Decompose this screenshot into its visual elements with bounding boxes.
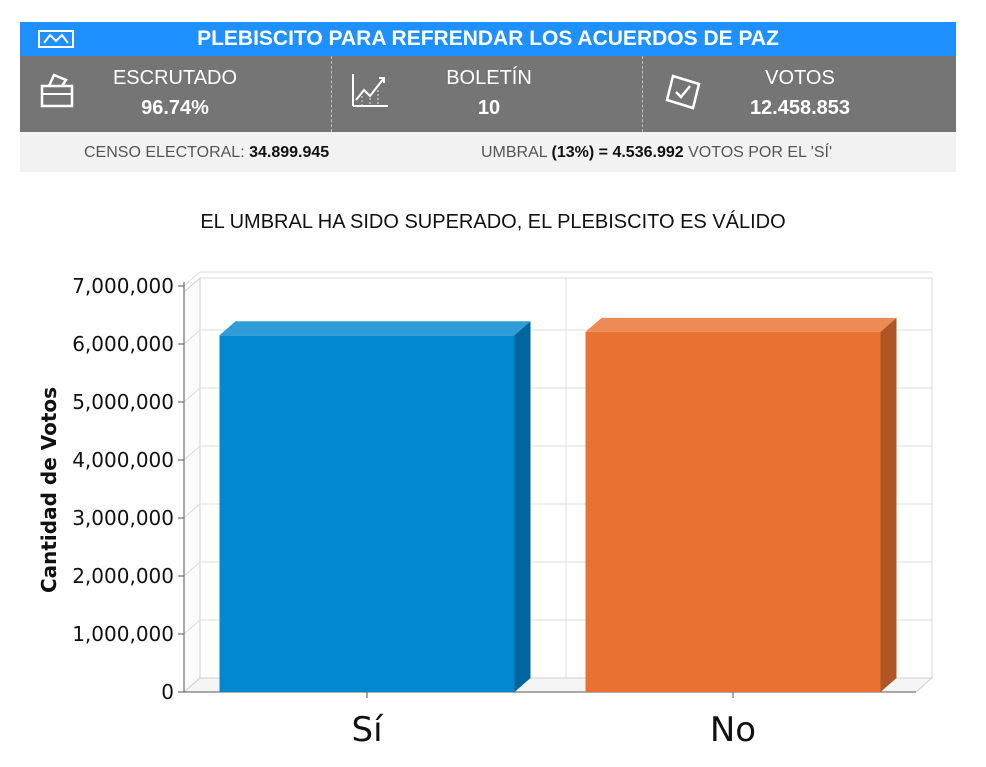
result-message: EL UMBRAL HA SIDO SUPERADO, EL PLEBISCIT… bbox=[200, 211, 786, 233]
bar-side bbox=[880, 317, 897, 692]
bar-top bbox=[585, 317, 897, 332]
stat-label: VOTOS bbox=[765, 67, 835, 89]
y-tick-label: 1,000,000 bbox=[72, 622, 174, 646]
umbral-suffix: VOTOS POR EL 'SÍ' bbox=[688, 144, 833, 161]
plot-side-wall bbox=[183, 276, 201, 694]
line-chart-icon bbox=[352, 74, 388, 107]
gridline-depth bbox=[183, 387, 201, 403]
bar-front bbox=[219, 335, 515, 692]
censo-electoral: CENSO ELECTORAL: 34.899.945 bbox=[84, 132, 329, 174]
umbral: UMBRAL (13%) = 4.536.992 VOTOS POR EL 'S… bbox=[481, 132, 832, 174]
ballot-box-icon bbox=[40, 73, 74, 108]
ballot-check-icon bbox=[665, 74, 701, 110]
gridline-depth bbox=[183, 503, 201, 519]
censo-value: 34.899.945 bbox=[249, 144, 330, 161]
header-bar: PLEBISCITO PARA REFRENDAR LOS ACUERDOS D… bbox=[20, 22, 956, 56]
stat-label: ESCRUTADO bbox=[112, 67, 238, 89]
bar-si bbox=[219, 321, 531, 692]
bar-no bbox=[585, 317, 897, 692]
page-title: PLEBISCITO PARA REFRENDAR LOS ACUERDOS D… bbox=[197, 27, 779, 50]
gridline-depth bbox=[183, 329, 201, 345]
y-tick-label: 0 bbox=[161, 680, 174, 704]
x-tick-label: Sí bbox=[351, 710, 384, 750]
umbral-label: UMBRAL bbox=[481, 144, 548, 161]
stat-escrutado: ESCRUTADO 96.74% bbox=[20, 56, 331, 132]
y-tick-label: 2,000,000 bbox=[72, 564, 174, 588]
y-tick-label: 7,000,000 bbox=[72, 274, 174, 298]
gridline-depth bbox=[183, 561, 201, 577]
stat-value: 10 bbox=[477, 97, 501, 119]
bar-side bbox=[514, 321, 531, 692]
y-tick-label: 4,000,000 bbox=[72, 448, 174, 472]
bar-front bbox=[585, 331, 881, 692]
stat-votos: VOTOS 12.458.853 bbox=[642, 56, 957, 132]
umbral-value: (13%) = 4.536.992 bbox=[551, 144, 684, 161]
stats-bar: ESCRUTADO 96.74% BOLETÍN 10 VOTOS 12.458… bbox=[20, 56, 956, 132]
x-tick-label: No bbox=[710, 710, 756, 750]
stat-value: 12.458.853 bbox=[749, 97, 851, 119]
stat-label: BOLETÍN bbox=[446, 67, 532, 89]
gridline-depth bbox=[183, 619, 201, 635]
censo-label: CENSO ELECTORAL: bbox=[84, 144, 245, 161]
info-bar: CENSO ELECTORAL: 34.899.945 UMBRAL (13%)… bbox=[20, 132, 956, 172]
government-logo-icon bbox=[38, 30, 74, 48]
y-axis-label: Cantidad de Votos bbox=[37, 387, 61, 593]
y-tick-label: 6,000,000 bbox=[72, 332, 174, 356]
y-tick-label: 3,000,000 bbox=[72, 506, 174, 530]
bar-top bbox=[219, 321, 531, 336]
stat-boletin: BOLETÍN 10 bbox=[331, 56, 643, 132]
y-tick-label: 5,000,000 bbox=[72, 390, 174, 414]
stat-value: 96.74% bbox=[141, 97, 209, 119]
gridline-depth bbox=[183, 271, 201, 287]
gridline-depth bbox=[183, 445, 201, 461]
